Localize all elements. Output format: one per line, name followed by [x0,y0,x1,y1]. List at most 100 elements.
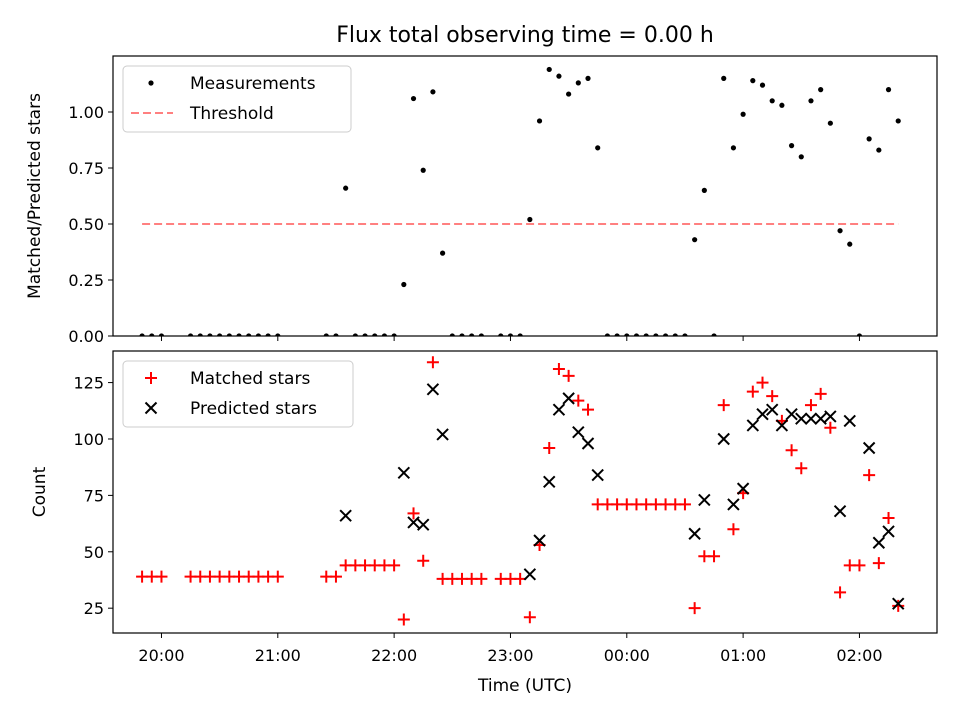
predicted-star-point [717,432,730,446]
matched-star-point [155,570,168,583]
measurement-point [643,333,649,336]
measurement-point [217,333,223,336]
x-tick-label: 23:00 [487,646,533,665]
predicted-star-point [727,498,740,511]
measurement-point [410,95,417,102]
legend-predicted-swatch [144,401,158,415]
measurement-point [759,82,766,88]
plot-area [136,356,905,626]
measurement-point [692,237,698,243]
matched-star-point [853,559,866,572]
measurement-point [721,75,727,81]
y-tick-label: 50 [84,543,104,562]
predicted-star-point [591,468,604,482]
x-tick-label: 21:00 [255,646,301,665]
measurement-point [158,333,165,336]
x-tick-label: 00:00 [604,646,650,665]
predicted-star-point [862,441,876,455]
matched-star-point [814,387,827,400]
measurement-point [750,78,756,84]
y-tick-label: 125 [73,374,104,393]
predicted-star-point [833,504,847,518]
predicted-star-point [581,437,595,450]
matched-star-point [804,399,817,412]
predicted-star-point [688,527,701,540]
measurement-point [401,281,407,288]
measurement-point [333,333,339,336]
measurement-point [265,333,271,336]
measurement-point [682,333,688,336]
matched-star-point [746,385,759,398]
measurement-point [149,333,155,336]
predicted-star-point [785,407,798,421]
measurement-point [546,66,552,73]
matched-star-point [785,444,798,457]
measurement-point [730,145,737,151]
matched-star-point [892,599,905,612]
matched-star-point [543,442,556,455]
legend-box [122,65,352,133]
measurement-point [469,333,475,336]
measurement-point [478,333,484,336]
plot-area [139,66,901,336]
measurement-point [187,333,194,336]
measurement-point [662,333,669,336]
measurement-point [740,111,746,117]
predicted-star-point [824,410,837,423]
axes-frame [112,350,938,634]
measurement-point [352,333,358,336]
matched-star-point [708,550,721,563]
x-tick-label: 02:00 [836,646,882,665]
predicted-star-point [736,482,750,495]
y-tick-label: 0.00 [68,327,104,346]
y-tick-label: 100 [73,430,104,449]
measurement-point [837,228,843,234]
legend-label: Measurements [190,74,316,94]
predicted-star-point [407,516,420,529]
measurement-point [255,333,262,336]
predicted-star-point [397,466,411,480]
matched-star-point [572,394,585,407]
measurement-point [440,250,446,256]
predicted-star-point [756,407,769,421]
predicted-star-point [814,412,827,425]
x-tick-label: 01:00 [720,646,766,665]
y-axis-label: Matched/Predicted stars [25,93,45,299]
matched-star-point [271,570,284,583]
x-tick-label: 20:00 [138,646,184,665]
matched-star-point [678,498,691,511]
matched-star-point [582,403,595,416]
matched-star-point [329,570,342,583]
y-tick-label: 0.75 [68,159,104,178]
measurement-point [769,98,775,104]
x-tick-label: 22:00 [371,646,417,665]
predicted-star-point [533,534,546,547]
legend-box [122,360,354,428]
measurement-point [624,333,630,336]
measurement-point [856,333,863,336]
measurement-point [246,333,252,336]
measurement-point [449,333,455,336]
matched-star-point [397,613,410,626]
measurement-point [653,333,659,336]
predicted-star-point [882,525,895,538]
measurement-point [575,80,581,86]
measurement-point [847,241,853,247]
predicted-star-point [543,475,556,489]
matched-star-point [795,462,808,475]
legend-label: Threshold [189,104,274,124]
measurement-point [585,75,591,81]
measurement-point [711,333,717,336]
predicted-star-point [572,426,585,439]
matched-star-point [824,421,837,434]
measurement-point [381,333,388,336]
matched-star-point [562,369,575,382]
measurement-point [566,91,572,97]
measurement-point [517,333,523,336]
measurement-point [236,333,242,336]
predicted-star-point [746,419,760,432]
measurement-point [498,333,504,336]
measurement-point [595,145,601,151]
predicted-star-point [892,597,905,610]
matched-star-point [717,399,730,412]
